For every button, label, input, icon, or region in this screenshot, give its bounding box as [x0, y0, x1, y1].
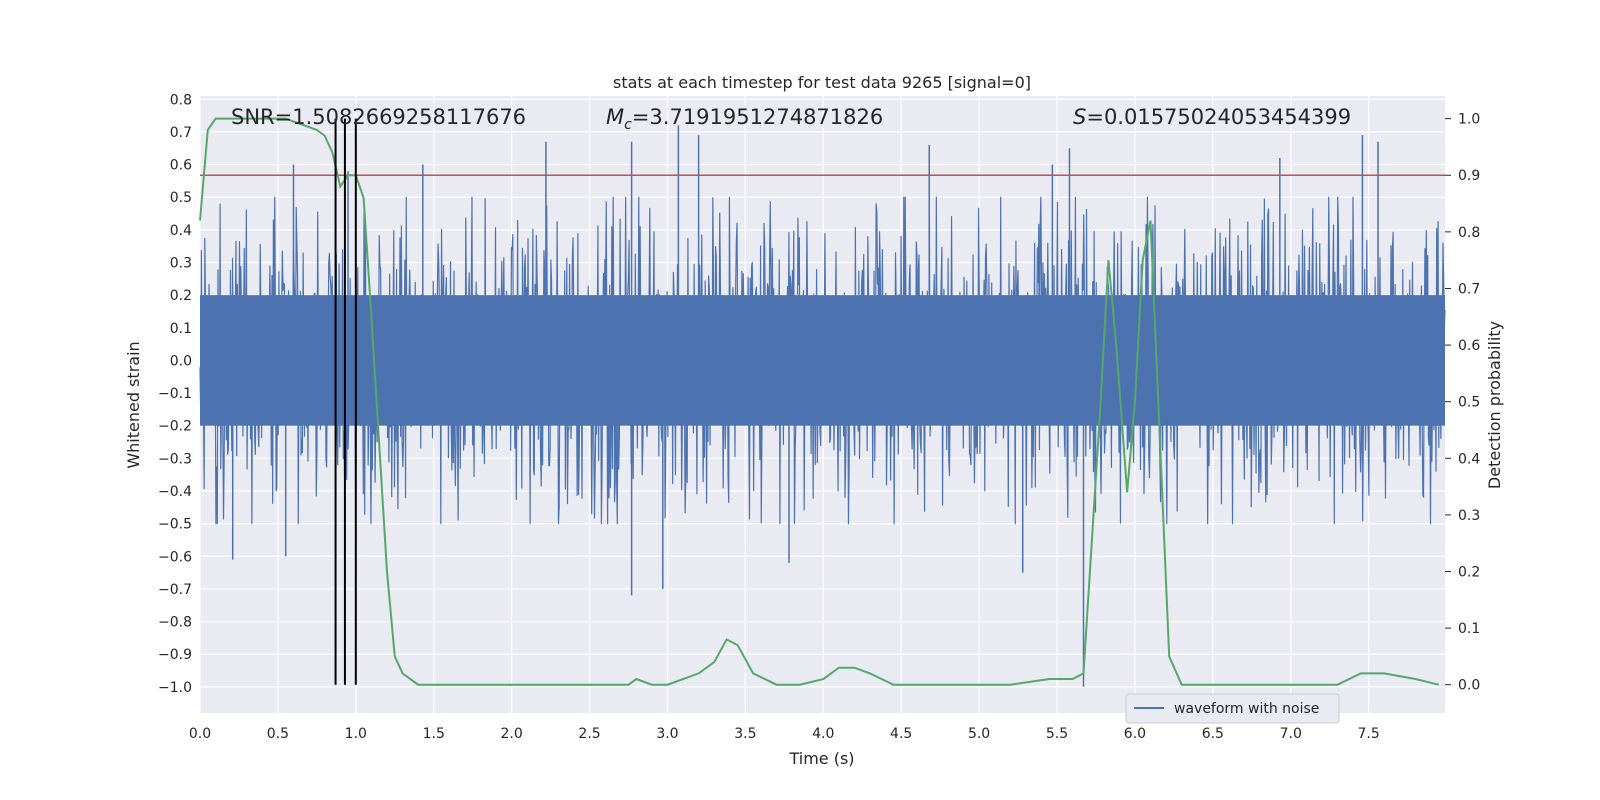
- y-left-tick-label: −0.4: [158, 484, 192, 500]
- y-right-tick-label: 0.9: [1458, 168, 1480, 184]
- y-right-tick-label: 0.8: [1458, 225, 1480, 241]
- y-right-tick-label: 0.7: [1458, 281, 1480, 297]
- y-left-tick-label: 0.5: [170, 190, 192, 206]
- legend: waveform with noise: [1125, 693, 1340, 724]
- x-tick-label: 7.5: [1358, 726, 1380, 742]
- x-tick-label: 3.5: [734, 726, 756, 742]
- y-left-tick-label: 0.7: [170, 125, 192, 141]
- y-left-tick-label: −0.2: [158, 419, 192, 435]
- y-right-tick-label: 0.1: [1458, 621, 1480, 637]
- y-left-tick-label: −0.7: [158, 582, 192, 598]
- y-left-tick-label: −0.1: [158, 386, 192, 402]
- y-left-tick-label: 0.4: [170, 223, 192, 239]
- y-axis-label-right: Detection probability: [1485, 321, 1504, 489]
- chart-title: stats at each timestep for test data 926…: [613, 73, 1031, 92]
- y-right-tick-label: 0.0: [1458, 678, 1480, 694]
- y-right-tick-label: 1.0: [1458, 112, 1480, 128]
- y-right-tick-label: 0.4: [1458, 451, 1480, 467]
- y-left-tick-label: 0.2: [170, 288, 192, 304]
- mc-subscript: c: [624, 117, 632, 133]
- s-annotation: S=0.01575024053454399: [1073, 105, 1351, 129]
- x-tick-label: 3.0: [656, 726, 678, 742]
- tick-labels: 0.0 0.5 1.0 1.5 2.0 2.5 3.0 3.5 4.0 4.5 5.0 5.5 6.0 6…: [158, 92, 1480, 742]
- mc-annotation: Mc=3.7191951274871826: [606, 105, 883, 133]
- legend-label: waveform with noise: [1174, 701, 1319, 717]
- x-tick-label: 4.0: [812, 726, 834, 742]
- y-left-tick-label: 0.1: [170, 321, 192, 337]
- y-right-tick-label: 0.6: [1458, 338, 1480, 354]
- y-left-tick-label: 0.6: [170, 158, 192, 174]
- x-tick-label: 0.5: [267, 726, 289, 742]
- y-left-tick-label: −1.0: [158, 680, 192, 696]
- s-value: =0.01575024053454399: [1086, 105, 1351, 129]
- s-symbol: S: [1073, 105, 1086, 129]
- x-tick-label: 1.5: [423, 726, 445, 742]
- y-axis-label-left: Whitened strain: [124, 341, 143, 468]
- x-tick-label: 7.0: [1280, 726, 1302, 742]
- y-left-tick-label: −0.9: [158, 647, 192, 663]
- y-left-tick-label: 0.3: [170, 255, 192, 271]
- x-axis-label: Time (s): [788, 749, 854, 768]
- x-tick-label: 2.0: [501, 726, 523, 742]
- snr-annotation: SNR=1.5082669258117676: [231, 105, 526, 129]
- marker-lines: [334, 118, 357, 685]
- y-left-tick-label: 0.8: [170, 92, 192, 108]
- x-tick-label: 1.0: [345, 726, 367, 742]
- x-tick-label: 6.5: [1202, 726, 1224, 742]
- x-tick-label: 0.0: [189, 726, 211, 742]
- y-left-tick-label: −0.5: [158, 517, 192, 533]
- waveform-series: [199, 125, 1446, 687]
- y-right-tick-label: 0.3: [1458, 508, 1480, 524]
- mc-symbol: M: [606, 105, 624, 129]
- x-tick-label: 5.5: [1046, 726, 1068, 742]
- waveform-core: [200, 295, 1445, 426]
- legend-box: [1125, 693, 1340, 724]
- y-right-tick-label: 0.2: [1458, 564, 1480, 580]
- mc-value: =3.7191951274871826: [632, 105, 883, 129]
- y-left-tick-label: 0.0: [170, 353, 192, 369]
- y-left-tick-label: −0.8: [158, 615, 192, 631]
- x-tick-label: 6.0: [1124, 726, 1146, 742]
- y-left-tick-label: −0.3: [158, 451, 192, 467]
- x-tick-label: 5.0: [968, 726, 990, 742]
- y-left-tick-label: −0.6: [158, 549, 192, 565]
- x-tick-label: 2.5: [578, 726, 600, 742]
- y-right-tick-label: 0.5: [1458, 395, 1480, 411]
- x-tick-label: 4.5: [890, 726, 912, 742]
